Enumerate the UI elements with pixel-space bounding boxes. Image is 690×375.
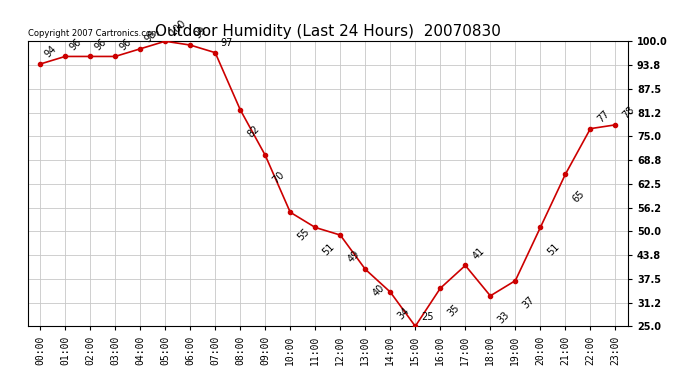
Text: 37: 37: [521, 294, 537, 310]
Text: 96: 96: [68, 36, 83, 52]
Text: 98: 98: [143, 29, 159, 45]
Text: 49: 49: [346, 249, 362, 265]
Text: 25: 25: [421, 312, 433, 322]
Text: 34: 34: [396, 306, 411, 322]
Text: 40: 40: [371, 283, 386, 299]
Text: 51: 51: [321, 242, 337, 257]
Text: 94: 94: [43, 44, 59, 60]
Title: Outdoor Humidity (Last 24 Hours)  20070830: Outdoor Humidity (Last 24 Hours) 2007083…: [155, 24, 501, 39]
Text: 33: 33: [496, 310, 511, 326]
Text: 82: 82: [246, 123, 262, 140]
Text: 77: 77: [596, 109, 612, 124]
Text: 97: 97: [221, 39, 233, 48]
Text: 70: 70: [270, 169, 286, 185]
Text: 99: 99: [193, 25, 208, 41]
Text: 78: 78: [621, 105, 637, 121]
Text: 96: 96: [118, 36, 134, 52]
Text: 65: 65: [571, 188, 586, 204]
Text: 100: 100: [168, 17, 188, 37]
Text: 41: 41: [471, 246, 486, 261]
Text: 35: 35: [446, 302, 462, 318]
Text: 96: 96: [93, 36, 108, 52]
Text: 55: 55: [296, 226, 312, 242]
Text: 51: 51: [546, 242, 562, 257]
Text: Copyright 2007 Cartronics.com: Copyright 2007 Cartronics.com: [28, 29, 159, 38]
